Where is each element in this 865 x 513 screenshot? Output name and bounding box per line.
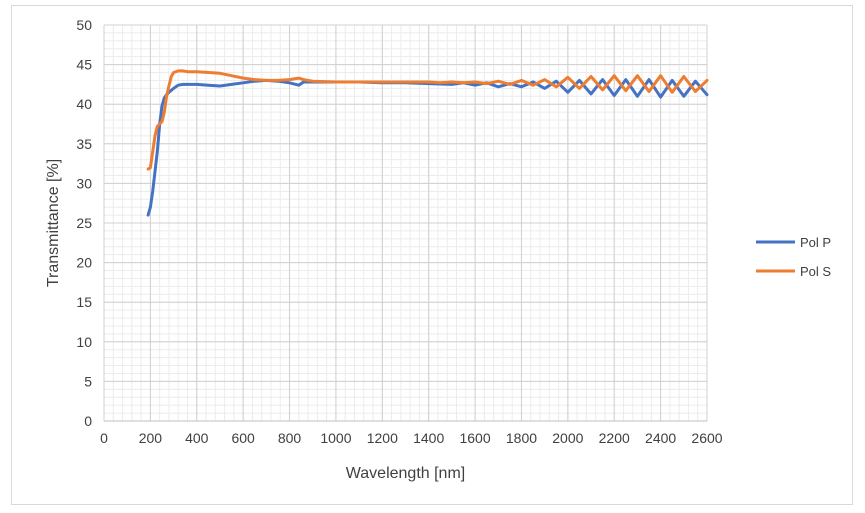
y-tick-label: 50 (76, 17, 92, 33)
x-axis-ticks: 0 200 400 600 800 1000 1200 1400 1600 1800 2000 220… (100, 430, 723, 446)
x-tick-label: 1400 (413, 430, 444, 446)
x-tick-label: 1600 (459, 430, 490, 446)
y-axis-title: Transmittance [%] (45, 159, 62, 287)
x-tick-label: 2200 (599, 430, 630, 446)
legend-label-pol-p: Pol P (800, 235, 831, 250)
y-tick-label: 5 (84, 373, 92, 389)
x-tick-label: 1800 (506, 430, 537, 446)
y-tick-label: 30 (76, 175, 92, 191)
series-layer (146, 69, 709, 217)
y-tick-label: 25 (76, 215, 92, 231)
y-tick-label: 45 (76, 57, 92, 73)
x-tick-label: 800 (278, 430, 302, 446)
major-grid (103, 24, 708, 422)
x-tick-label: 600 (231, 430, 255, 446)
x-tick-label: 200 (139, 430, 163, 446)
x-tick-label: 2000 (552, 430, 583, 446)
y-tick-label: 20 (76, 255, 92, 271)
y-tick-label: 40 (76, 96, 92, 112)
legend-label-pol-s: Pol S (800, 264, 831, 279)
x-tick-label: 400 (185, 430, 209, 446)
y-axis-ticks: 0 5 10 15 20 25 30 35 40 45 50 (76, 17, 92, 429)
y-tick-label: 0 (84, 413, 92, 429)
x-tick-label: 0 (100, 430, 108, 446)
x-tick-label: 1000 (320, 430, 351, 446)
x-axis-title: Wavelength [nm] (346, 465, 465, 482)
y-tick-label: 15 (76, 294, 92, 310)
x-tick-label: 1200 (367, 430, 398, 446)
legend: Pol P Pol S (756, 235, 831, 279)
x-tick-label: 2400 (645, 430, 676, 446)
x-tick-label: 2600 (691, 430, 722, 446)
y-tick-label: 35 (76, 136, 92, 152)
y-tick-label: 10 (76, 334, 92, 350)
series-line-pol-s (146, 69, 709, 171)
